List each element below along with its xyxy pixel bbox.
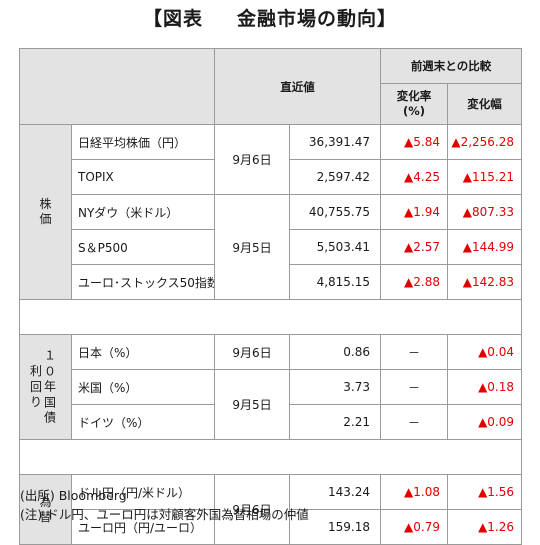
- row-name: ユーロ･ストックス50指数: [71, 264, 215, 300]
- row-pct: ▲1.94: [380, 194, 448, 230]
- header-blank: [19, 48, 215, 125]
- table-row: ドイツ（%） 2.21 － ▲0.09: [20, 404, 523, 440]
- row-date: 9月5日: [214, 369, 290, 440]
- row-change: ▲0.18: [446, 369, 523, 405]
- category-bonds-label-1: 利 回 り: [29, 363, 42, 409]
- row-name: 米国（%）: [71, 369, 215, 405]
- row-name: NYダウ（米ドル）: [71, 194, 215, 230]
- row-name: ドル円（円/米ドル）: [71, 474, 215, 510]
- row-change: ▲0.09: [446, 404, 523, 440]
- row-name: ドイツ（%）: [71, 404, 215, 440]
- row-change: ▲807.33: [446, 194, 523, 230]
- category-stocks: 株 価: [19, 124, 72, 300]
- row-value: 0.86: [289, 334, 381, 370]
- title-right: 金融市場の動向】: [237, 8, 398, 30]
- row-name: TOPIX: [71, 159, 215, 195]
- header-comparison: 前週末との比較: [379, 48, 523, 84]
- row-name: S＆P500: [71, 229, 215, 265]
- row-value: 40,755.75: [289, 194, 381, 230]
- header-latest: 直近値: [214, 48, 381, 125]
- row-change: ▲0.04: [446, 334, 523, 370]
- table-row: 米国（%） 9月5日 3.73 － ▲0.18: [20, 369, 523, 440]
- footnote: (注) ドル円、ユーロ円は対顧客外国為替相場の仲値: [20, 507, 309, 522]
- page-title: 【図表 金融市場の動向】: [0, 4, 540, 31]
- section-separator: [18, 439, 523, 475]
- header-row-1: 直近値 前週末との比較: [19, 48, 523, 125]
- row-value: 143.24: [289, 474, 381, 510]
- header-width: 変化幅: [446, 83, 523, 125]
- row-date: 9月5日: [214, 194, 290, 300]
- row-change: ▲2,256.28: [446, 124, 523, 160]
- table-row: 利 回 り １ ０ 年 国 債 日本（%） 9月6日 0.86 － ▲0.04: [19, 334, 523, 440]
- market-table: 直近値 前週末との比較 変化率 (%) 変化幅 株 価 日経平均株価（円） 9月…: [18, 48, 523, 545]
- header-row-2: 変化率 (%) 変化幅: [20, 83, 523, 125]
- row-pct: ▲0.79: [380, 509, 448, 545]
- row-pct: －: [380, 369, 448, 405]
- row-value: 5,503.41: [289, 229, 381, 265]
- row-value: 2,597.42: [289, 159, 381, 195]
- row-value: 2.21: [289, 404, 381, 440]
- row-change: ▲1.56: [446, 474, 523, 510]
- row-value: 36,391.47: [289, 124, 381, 160]
- table-row: 株 価 日経平均株価（円） 9月6日 36,391.47 ▲5.84 ▲2,25…: [19, 124, 523, 300]
- section-separator: [18, 299, 523, 335]
- header-pct: 変化率 (%): [380, 83, 448, 125]
- table-row: TOPIX 2,597.42 ▲4.25 ▲115.21: [20, 159, 523, 195]
- row-change: ▲142.83: [446, 264, 523, 300]
- row-pct: ▲2.57: [380, 229, 448, 265]
- row-pct: ▲1.08: [380, 474, 448, 510]
- row-value: 4,815.15: [289, 264, 381, 300]
- row-date: 9月6日: [214, 334, 290, 370]
- row-name: 日本（%）: [71, 334, 215, 370]
- row-pct: －: [380, 334, 448, 370]
- row-change: ▲1.26: [446, 509, 523, 545]
- title-left: 【図表: [142, 8, 203, 30]
- row-pct: －: [380, 404, 448, 440]
- source-note: (出所) Bloomberg: [20, 488, 127, 503]
- row-pct: ▲4.25: [380, 159, 448, 195]
- category-fx-label: 為 替: [39, 494, 52, 524]
- row-change: ▲115.21: [446, 159, 523, 195]
- row-value: 3.73: [289, 369, 381, 405]
- table-row: NYダウ（米ドル） 9月5日 40,755.75 ▲1.94 ▲807.33: [20, 194, 523, 300]
- row-name: 日経平均株価（円）: [71, 124, 215, 160]
- row-pct: ▲2.88: [380, 264, 448, 300]
- category-stocks-label: 株 価: [39, 197, 52, 226]
- row-pct: ▲5.84: [380, 124, 448, 160]
- row-change: ▲144.99: [446, 229, 523, 265]
- category-bonds: 利 回 り １ ０ 年 国 債: [19, 334, 72, 440]
- category-bonds-label-2: １ ０ 年 国 債: [43, 348, 56, 425]
- notes: (出所) Bloomberg (注) ドル円、ユーロ円は対顧客外国為替相場の仲値: [20, 486, 309, 524]
- row-date: 9月6日: [214, 124, 290, 195]
